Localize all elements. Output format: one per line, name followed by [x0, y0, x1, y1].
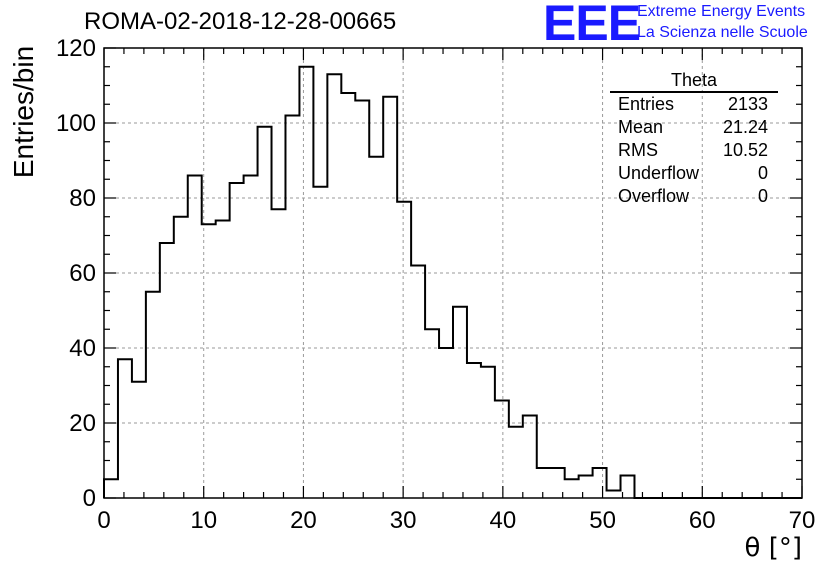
- stats-value: 0: [757, 186, 768, 206]
- histogram-bin: [523, 416, 537, 499]
- histogram-bin: [104, 479, 118, 498]
- histogram-bin: [146, 292, 160, 498]
- x-tick-label: 30: [390, 507, 417, 534]
- histogram-bin: [160, 243, 174, 498]
- histogram-bin: [607, 491, 621, 499]
- stats-value: 21.24: [722, 117, 768, 137]
- logo-line-2: La Scienza nelle Scuole: [637, 24, 808, 41]
- y-tick-label: 0: [83, 485, 96, 512]
- stats-label: Entries: [618, 94, 675, 114]
- histogram-bin: [230, 183, 244, 498]
- histogram-bin: [537, 468, 551, 498]
- histogram-bin: [383, 97, 397, 498]
- stats-label: RMS: [618, 140, 658, 160]
- y-axis-label-box: Entries/bin: [6, 0, 42, 572]
- histogram-outline: [103, 65, 802, 499]
- histogram-bin: [258, 127, 272, 498]
- y-tick-label: 60: [69, 260, 96, 287]
- eee-logo: EEE: [543, 0, 641, 51]
- stats-row-mean: Mean 21.24: [610, 116, 778, 139]
- stats-row-underflow: Underflow 0: [610, 162, 778, 185]
- histogram-bin: [369, 157, 383, 498]
- histogram-bin: [453, 307, 467, 498]
- x-tick-label: 0: [97, 507, 110, 534]
- y-tick-label: 40: [69, 335, 96, 362]
- histogram-bin: [593, 468, 607, 498]
- x-tick-label: 70: [789, 507, 816, 534]
- histogram-bin: [132, 382, 146, 498]
- histogram-bin: [425, 329, 439, 498]
- histogram-bin: [509, 427, 523, 498]
- logo-line-1: Extreme Energy Events: [637, 3, 806, 20]
- stats-row-entries: Entries 2133: [610, 93, 778, 116]
- stats-row-rms: RMS 10.52: [610, 139, 778, 162]
- chart-title: ROMA-02-2018-12-28-00665: [84, 8, 397, 35]
- stats-title: Theta: [610, 70, 778, 93]
- stats-label: Underflow: [618, 163, 700, 183]
- stats-value: 10.52: [722, 140, 768, 160]
- histogram-bin: [411, 266, 425, 499]
- histogram-bin: [397, 202, 411, 498]
- stats-value: 2133: [727, 94, 768, 114]
- histogram-bin: [355, 101, 369, 499]
- histogram-bin: [272, 209, 286, 498]
- x-tick-label: 60: [689, 507, 716, 534]
- histogram-bin: [495, 401, 509, 499]
- histogram-bin: [299, 67, 313, 498]
- histogram-bin: [481, 367, 495, 498]
- stats-row-overflow: Overflow 0: [610, 185, 778, 208]
- histogram-bin: [565, 479, 579, 498]
- histogram-bin: [467, 363, 481, 498]
- stats-label: Overflow: [618, 186, 690, 206]
- x-tick-label: 10: [190, 507, 217, 534]
- stats-value: 0: [757, 163, 768, 183]
- y-tick-label: 120: [56, 35, 96, 62]
- stats-label: Mean: [618, 117, 664, 137]
- y-tick-label: 100: [56, 110, 96, 137]
- y-tick-label: 80: [69, 185, 96, 212]
- histogram-bin: [216, 221, 230, 499]
- histogram-bin: [188, 176, 202, 499]
- x-tick-label: 40: [490, 507, 517, 534]
- x-axis-label: θ [°]: [744, 533, 802, 563]
- stats-box: Theta Entries 2133 Mean 21.24 RMS 10.52 Und…: [610, 70, 778, 208]
- histogram-bin: [244, 176, 258, 499]
- histogram-bin: [313, 187, 327, 498]
- y-tick-label: 20: [69, 410, 96, 437]
- histogram-bin: [327, 74, 341, 498]
- histogram-bin: [174, 217, 188, 498]
- histogram-bin: [118, 359, 132, 498]
- x-tick-label: 20: [290, 507, 317, 534]
- histogram-bin: [579, 476, 593, 499]
- histogram-bin: [285, 116, 299, 499]
- histogram-bin: [341, 93, 355, 498]
- y-axis-label: Entries/bin: [8, 45, 39, 179]
- x-tick-label: 50: [589, 507, 616, 534]
